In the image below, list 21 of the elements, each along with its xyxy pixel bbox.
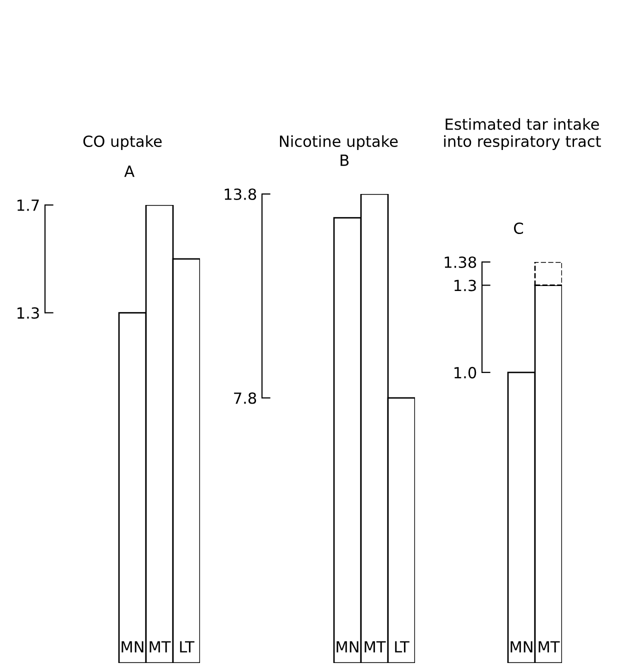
y-tick-label: 1.3 (454, 280, 476, 292)
x-tick-label: LT (395, 641, 410, 652)
y-tick-label: 13.8 (224, 188, 256, 200)
chart-title: CO uptake (83, 135, 162, 150)
text: C (514, 222, 524, 234)
y-tick-label: 1.7 (18, 200, 39, 211)
x-tick-label: MN (336, 641, 358, 652)
x-tick-label: MT (538, 641, 560, 652)
x-tick-label: MT (364, 641, 386, 652)
y-tick-label: 1.38 (444, 256, 476, 268)
chart-title: Nicotine uptake (280, 135, 398, 150)
x-tick-label: LT (180, 641, 194, 652)
x-tick-label: MN (510, 641, 532, 652)
y-tick-label: 1.0 (454, 366, 476, 378)
x-tick-label: MN (122, 641, 144, 652)
y-tick-label: 7.8 (234, 392, 256, 404)
x-tick-label: MT (150, 641, 171, 652)
text: A (124, 166, 134, 177)
y-tick-label: 1.3 (18, 307, 39, 319)
text: B (340, 154, 349, 166)
chart-title: Estimated tar intake into respiratory tract (444, 118, 601, 150)
